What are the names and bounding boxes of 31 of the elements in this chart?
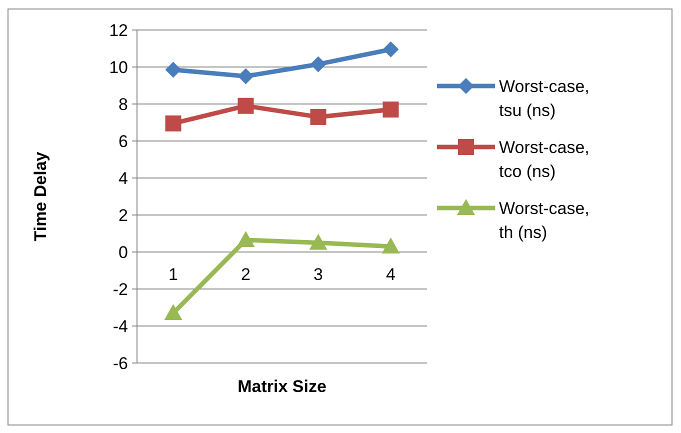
y-tick-label: 10 — [109, 58, 128, 77]
point — [309, 234, 328, 250]
x-tick-label: 1 — [168, 265, 178, 284]
point — [238, 98, 254, 114]
x-axis-title: Matrix Size — [238, 377, 326, 396]
point — [165, 115, 182, 132]
y-tick-label: 6 — [118, 132, 128, 151]
y-tick-label: 8 — [118, 94, 128, 114]
legend-label: Worst-case, th (ns) — [499, 198, 590, 242]
y-tick-label: -2 — [112, 280, 128, 299]
y-tick-label: 2 — [118, 206, 128, 225]
point — [382, 102, 399, 118]
x-tick-label: 2 — [241, 265, 250, 284]
x-tick-label: 4 — [386, 265, 396, 284]
x-tick-label: 3 — [314, 265, 323, 284]
point — [164, 304, 182, 320]
point — [238, 68, 254, 84]
legend-label: Worst-case, tco (ns) — [499, 138, 590, 181]
point — [236, 230, 255, 247]
legend-label: Worst-case, tsu (ns) — [499, 76, 590, 120]
y-tick-label: 12 — [109, 20, 128, 40]
y-tick-label: -6 — [112, 354, 128, 373]
y-tick-label: 0 — [118, 242, 128, 262]
point — [165, 62, 182, 78]
point — [382, 237, 400, 254]
y-tick-label: -4 — [112, 316, 128, 336]
y-axis-title: Time Delay — [31, 151, 50, 242]
point — [310, 56, 326, 72]
point — [310, 108, 326, 125]
point — [382, 41, 399, 58]
y-tick-label: 4 — [118, 168, 128, 188]
